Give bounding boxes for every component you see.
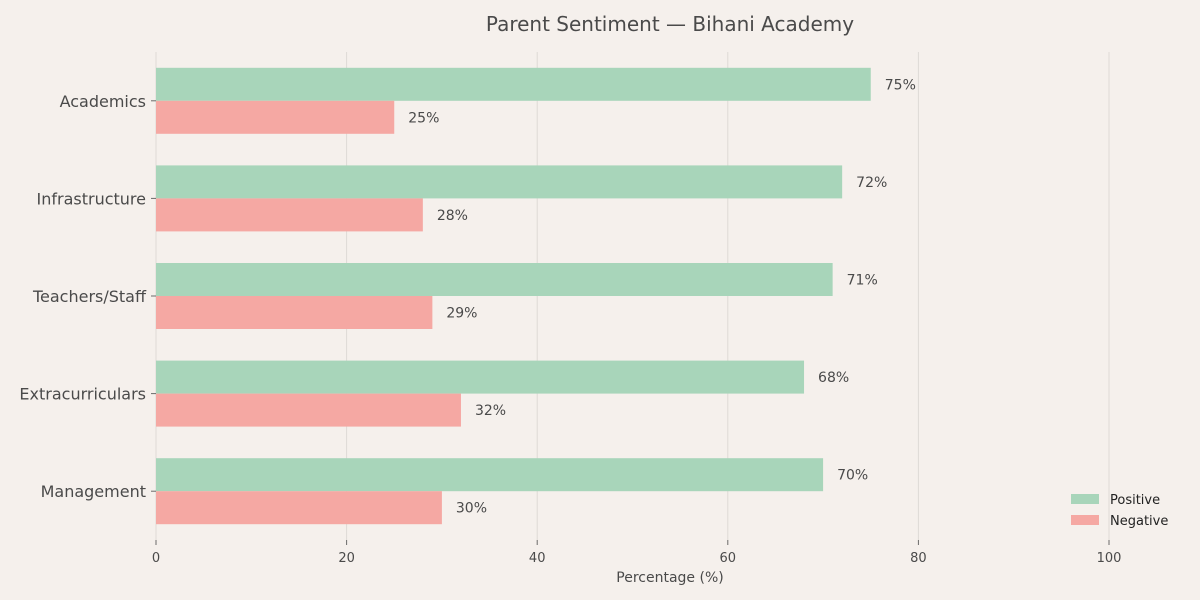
positive-bar: [156, 165, 843, 199]
legend: Positive Negative: [1071, 493, 1168, 529]
x-tick-label: 60: [720, 551, 737, 566]
negative-value-label: 29%: [446, 306, 477, 322]
positive-bar: [156, 360, 805, 394]
negative-bar: [156, 296, 433, 329]
x-tick-label: 100: [1097, 551, 1122, 566]
legend-swatch-positive: [1071, 494, 1099, 504]
negative-bar: [156, 393, 461, 427]
x-axis-ticks: 0 20 40 60 80 100: [152, 540, 1122, 566]
positive-value-label: 72%: [856, 175, 887, 191]
x-axis-label: Percentage (%): [616, 570, 723, 586]
negative-value-label: 25%: [408, 110, 439, 126]
x-tick-label: 0: [152, 551, 160, 566]
category-labels: Academics Infrastructure Teachers/Staff Ext…: [19, 92, 156, 501]
x-tick-label: 80: [910, 551, 927, 566]
legend-label-negative: Negative: [1110, 514, 1168, 529]
legend-label-positive: Positive: [1110, 493, 1160, 508]
bars: 75% 25% 72% 28% 71% 29% 68% 32% 70% 30%: [156, 67, 916, 525]
category-label: Extracurriculars: [19, 385, 146, 404]
negative-bar: [156, 491, 442, 525]
category-label: Teachers/Staff: [32, 287, 147, 306]
positive-bar: [156, 67, 871, 101]
positive-bar: [156, 458, 824, 492]
negative-value-label: 30%: [456, 501, 487, 517]
category-label: Academics: [60, 92, 146, 111]
category-label: Infrastructure: [37, 189, 146, 208]
positive-value-label: 75%: [885, 77, 916, 93]
category-label: Management: [41, 482, 146, 501]
negative-value-label: 28%: [437, 208, 468, 224]
negative-bar: [156, 198, 423, 232]
positive-value-label: 68%: [818, 370, 849, 386]
x-tick-label: 40: [529, 551, 546, 566]
x-tick-label: 20: [338, 551, 355, 566]
negative-value-label: 32%: [475, 403, 506, 419]
legend-swatch-negative: [1071, 515, 1099, 525]
positive-value-label: 71%: [847, 273, 878, 289]
positive-value-label: 70%: [837, 468, 868, 484]
negative-bar: [156, 100, 395, 134]
positive-bar: [156, 263, 833, 296]
chart-title: Parent Sentiment — Bihani Academy: [486, 12, 854, 36]
